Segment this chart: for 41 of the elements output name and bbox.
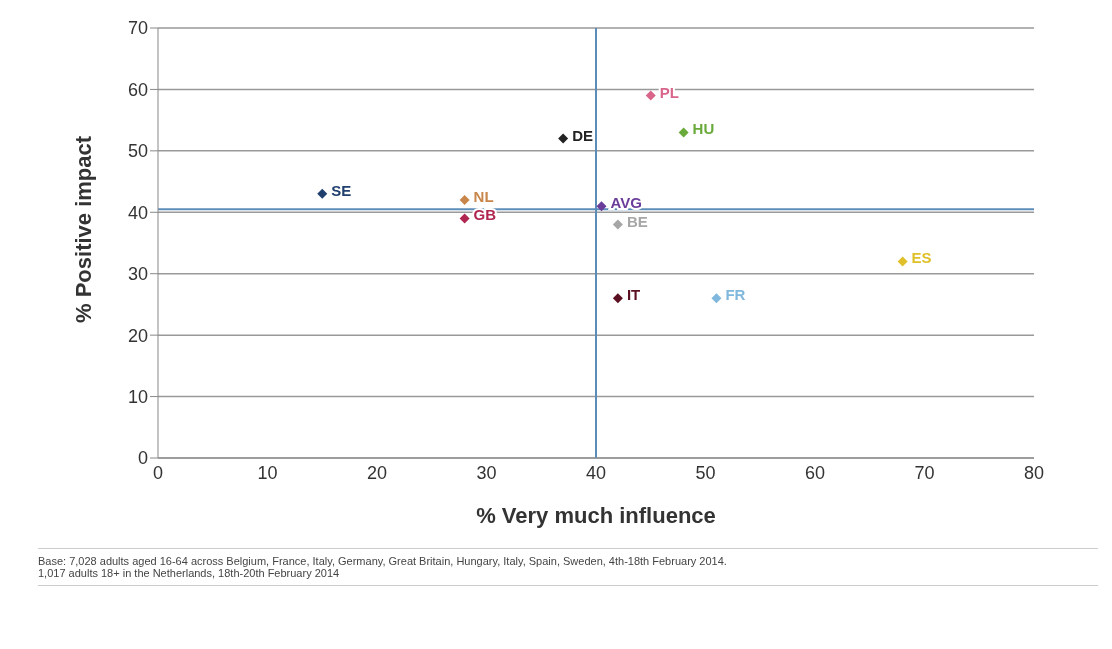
point [612, 219, 623, 230]
point [612, 293, 623, 304]
y-tick-label: 10 [127, 386, 148, 407]
series-label: GB [473, 206, 497, 224]
y-tick-label: 40 [127, 202, 148, 223]
x-tick-label: 0 [152, 462, 164, 483]
text: Base: 7,028 adults aged 16-64 across Belgium, France, Italy, Germany, Great Britain, Hungary, Italy, Spain, Sweden, 4th-18th February 2014. 1,017 adults 18+ in the Netherlands, 18th-20th February 2014 [38, 555, 728, 579]
point [459, 195, 470, 205]
x-tick-label: 80 [1023, 462, 1045, 483]
y-tick-label: 0 [137, 448, 148, 469]
x-tick-label: 70 [914, 462, 935, 483]
series-label: AVG [610, 194, 642, 212]
series-label: IT [626, 286, 641, 304]
point [645, 90, 656, 101]
series-label: DE [572, 126, 593, 144]
x-tick-label: 10 [257, 462, 278, 483]
x-tick-label: 50 [695, 462, 716, 483]
point [678, 127, 689, 138]
point [596, 201, 607, 212]
y-tick-label: 70 [127, 18, 148, 39]
point [558, 133, 569, 144]
y-tick-label: 60 [127, 79, 148, 100]
series-label: SE [331, 181, 352, 199]
x-tick-label: 30 [476, 462, 497, 483]
point [317, 188, 328, 199]
point [711, 293, 722, 304]
y-tick-label: 30 [127, 264, 148, 285]
series-label: HU [692, 120, 715, 138]
x-tick-label: 60 [804, 462, 826, 483]
series-label: NL [473, 188, 494, 205]
y-tick-label: 50 [127, 141, 148, 162]
point [459, 213, 470, 224]
y-tick-label: 20 [127, 325, 148, 346]
x-tick-label: 40 [585, 462, 607, 483]
series-label: ES [911, 249, 932, 267]
x-axis-title: % Very much influence [476, 503, 716, 528]
x-tick-label: 20 [366, 462, 388, 483]
point [897, 256, 908, 267]
series-label: FR [725, 286, 746, 304]
series-label: BE [626, 212, 648, 230]
y-axis-title: % Positive impact [70, 135, 96, 323]
